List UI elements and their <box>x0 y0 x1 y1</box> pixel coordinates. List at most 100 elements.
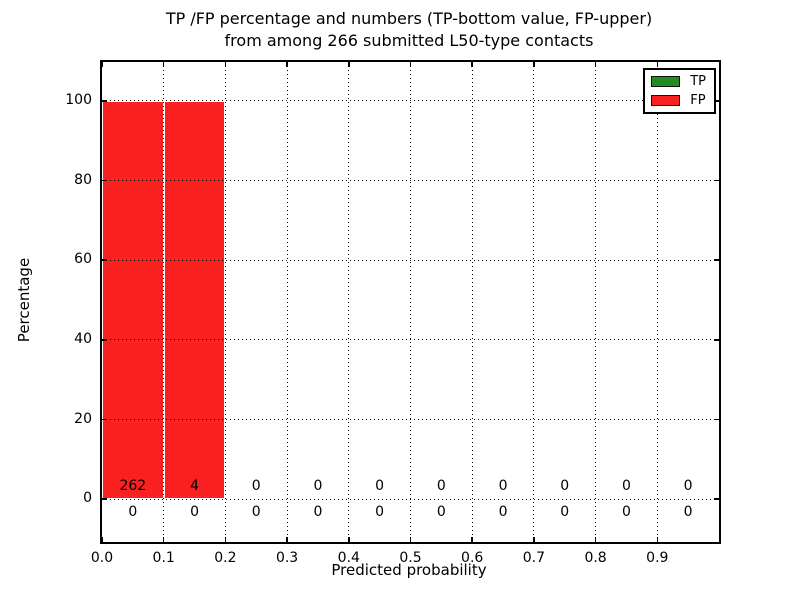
x-axis-label: Predicted probability <box>331 561 487 579</box>
x-tick-label: 0.5 <box>399 550 422 566</box>
x-tick-label: 0.8 <box>584 550 607 566</box>
tp-count-label: 0 <box>560 504 570 521</box>
chart-title: TP /FP percentage and numbers (TP-bottom… <box>100 8 718 52</box>
x-tick-mark-top <box>224 62 227 67</box>
fp-count-label: 0 <box>498 478 508 495</box>
tp-count-label: 0 <box>621 504 631 521</box>
legend-label-tp: TP <box>690 74 706 89</box>
x-tick-mark-top <box>594 62 597 67</box>
legend-entry-tp: TP <box>651 75 706 88</box>
grid-vline <box>471 62 473 542</box>
y-tick-label: 80 <box>74 171 92 188</box>
x-tick-mark-top <box>533 62 535 67</box>
x-tick-mark <box>286 537 288 542</box>
y-tick-mark-right <box>714 418 719 421</box>
tp-count-label: 0 <box>128 504 138 521</box>
x-tick-mark <box>162 537 165 542</box>
x-tick-label: 0.6 <box>461 550 484 566</box>
y-tick-mark-right <box>714 179 719 182</box>
tp-count-label: 0 <box>683 504 693 521</box>
grid-hline <box>102 498 719 500</box>
bar-fp <box>163 100 226 500</box>
x-tick-mark-top <box>409 62 412 67</box>
grid-vline <box>656 62 658 542</box>
y-axis-label: Percentage <box>15 257 33 343</box>
x-tick-mark <box>594 537 597 542</box>
y-tick-mark <box>102 498 107 500</box>
x-tick-label: 0.7 <box>522 550 546 566</box>
tp-count-label: 0 <box>190 504 199 521</box>
y-tick-mark <box>102 259 107 261</box>
fp-count-label: 0 <box>251 478 261 495</box>
grid-vline <box>533 62 535 542</box>
tp-count-label: 0 <box>436 504 446 521</box>
x-tick-label: 0.4 <box>337 550 360 566</box>
x-tick-mark <box>224 537 227 542</box>
fp-count-label: 4 <box>190 478 199 495</box>
y-tick-mark <box>102 179 107 182</box>
x-tick-label: 0.3 <box>275 550 299 566</box>
chart-title-line2: from among 266 submitted L50-type contac… <box>224 31 594 50</box>
fp-count-label: 0 <box>683 478 693 495</box>
y-tick-mark-right <box>714 259 719 261</box>
grid-vline <box>410 62 411 542</box>
x-tick-label: 0.0 <box>90 550 114 566</box>
y-tick-mark <box>102 418 107 421</box>
x-tick-mark-top <box>471 62 473 67</box>
x-tick-mark <box>471 537 473 542</box>
x-tick-label: 0.1 <box>152 550 175 566</box>
grid-vline <box>286 62 288 542</box>
chart-title-line1: TP /FP percentage and numbers (TP-bottom… <box>165 9 653 28</box>
fp-count-label: 0 <box>313 478 323 495</box>
tp-count-label: 0 <box>251 504 261 521</box>
fp-count-label: 0 <box>375 478 385 495</box>
tp-count-label: 0 <box>313 504 323 521</box>
fp-count-label: 0 <box>436 478 446 495</box>
grid-hline <box>102 180 719 181</box>
y-tick-mark <box>102 339 107 341</box>
fp-count-label: 262 <box>119 478 147 495</box>
grid-hline <box>102 259 719 261</box>
grid-hline <box>102 339 719 341</box>
tp-count-label: 0 <box>375 504 385 521</box>
legend-entry-fp: FP <box>651 94 706 107</box>
x-tick-mark <box>101 537 103 542</box>
x-tick-mark <box>533 537 535 542</box>
grid-hline <box>102 419 719 420</box>
grid-vline <box>595 62 597 542</box>
y-tick-mark <box>102 100 107 102</box>
y-tick-label: 100 <box>65 91 92 108</box>
x-tick-mark <box>656 537 659 542</box>
grid-vline <box>224 62 226 542</box>
legend: TP FP <box>643 68 716 114</box>
y-tick-mark-right <box>714 339 719 341</box>
x-tick-mark <box>409 537 412 542</box>
fp-count-label: 0 <box>621 478 631 495</box>
legend-swatch-tp-icon <box>651 76 681 87</box>
tp-count-label: 0 <box>498 504 508 521</box>
grid-hline <box>102 100 719 102</box>
x-tick-mark-top <box>101 62 103 67</box>
y-tick-mark-right <box>714 498 719 500</box>
x-tick-mark-top <box>656 62 659 67</box>
x-tick-label: 0.2 <box>214 550 237 566</box>
y-tick-mark-right <box>714 100 719 102</box>
fp-count-label: 0 <box>560 478 570 495</box>
y-tick-label: 40 <box>74 330 92 347</box>
x-tick-mark-top <box>348 62 350 67</box>
bar-fp <box>102 100 164 500</box>
legend-swatch-fp-icon <box>651 95 681 106</box>
y-tick-label: 20 <box>74 410 92 427</box>
x-tick-label: 0.9 <box>646 550 669 566</box>
legend-label-fp: FP <box>690 93 706 108</box>
y-tick-label: 60 <box>74 251 92 268</box>
grid-vline <box>348 62 350 542</box>
grid-vline <box>163 62 165 542</box>
x-tick-mark-top <box>286 62 288 67</box>
x-tick-mark-top <box>162 62 165 67</box>
y-tick-label: 0 <box>83 490 92 507</box>
x-tick-mark <box>348 537 350 542</box>
plot-area: TP FP 0 0 0 0 0 0 0 0 0 0 262 4 0 0 0 0 0 0 0 0 0.0 0.1 0.2 0.3… <box>65 60 721 566</box>
